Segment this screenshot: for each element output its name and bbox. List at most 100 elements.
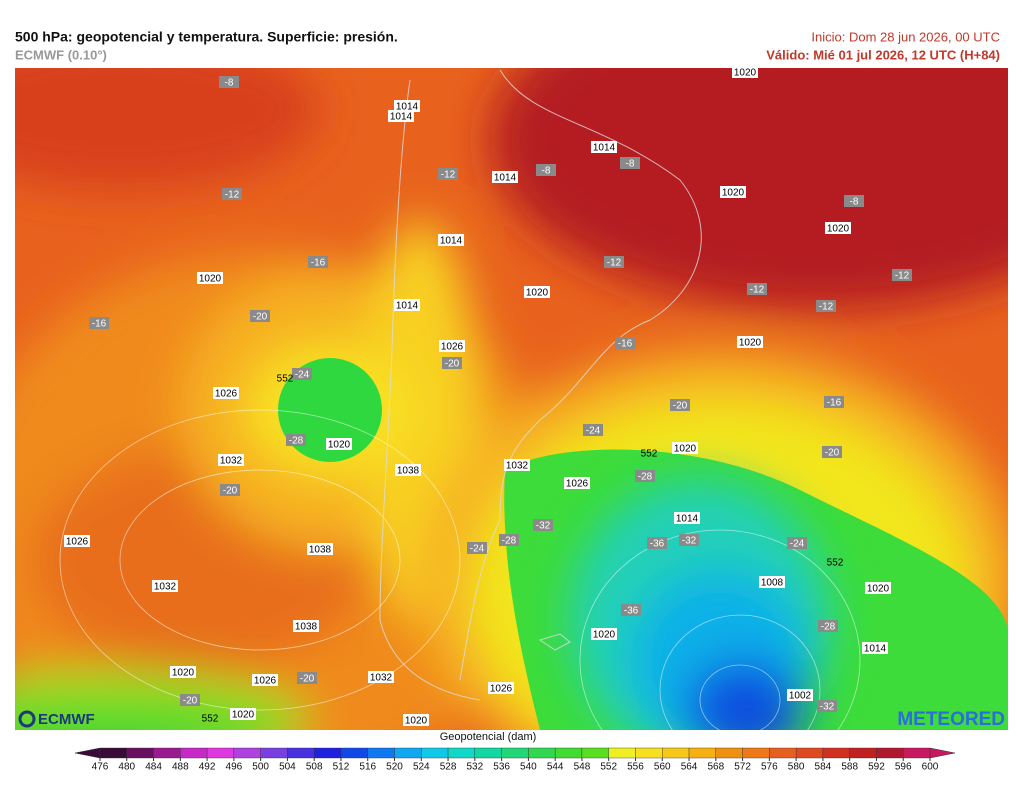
label-box [394, 299, 420, 311]
pressure-label: 1020 [674, 444, 697, 455]
label-box [152, 580, 178, 592]
colorbar-tick-label: 528 [440, 762, 457, 773]
label-box [737, 336, 763, 348]
label-box [394, 100, 420, 112]
label-box [438, 168, 458, 180]
colorbar-swatch [313, 747, 342, 759]
pressure-label: 1014 [494, 173, 517, 184]
colorbar: 476 480 484 488 492 496 500 504 508 512 516 520 524 5… [74, 747, 956, 773]
colorbar-swatch [688, 747, 717, 759]
pressure-label: 1026 [254, 676, 277, 687]
label-box [218, 454, 244, 466]
pressure-label: 1014 [676, 514, 699, 525]
label-box [747, 283, 767, 295]
colorbar-tick-label: 580 [788, 762, 805, 773]
pressure-label: 1032 [154, 582, 177, 593]
label-box [583, 424, 603, 436]
colorbar-tick-label: 576 [761, 762, 778, 773]
pressure-label: 1032 [220, 456, 243, 467]
label-box [817, 700, 837, 712]
pressure-label: 1026 [490, 684, 513, 695]
pressure-label: 1014 [396, 301, 419, 312]
colorbar-tick-label: 544 [547, 762, 564, 773]
temperature-label: -32 [536, 521, 551, 532]
pressure-label: 1020 [199, 274, 222, 285]
colorbar-swatch [153, 747, 181, 759]
pressure-label: 1008 [761, 578, 784, 589]
temperature-label: -20 [223, 486, 238, 497]
temperature-label: -28 [289, 436, 304, 447]
pressure-label: 1020 [722, 188, 745, 199]
pressure-label: 1020 [734, 68, 757, 79]
label-box [533, 519, 553, 531]
height-label: 552 [202, 714, 219, 725]
pressure-label: 1020 [172, 668, 195, 679]
temperature-label: -12 [750, 285, 765, 296]
label-box [818, 620, 838, 632]
label-box [862, 642, 888, 654]
label-box [635, 470, 655, 482]
label-box [672, 442, 698, 454]
temperature-label: -12 [819, 302, 834, 313]
pressure-label: 1032 [370, 673, 393, 684]
colorbar-swatch [99, 747, 127, 759]
temperature-label: -16 [827, 398, 842, 409]
colorbar-tick-label: 584 [815, 762, 832, 773]
temperature-label: -24 [586, 426, 601, 437]
colorbar-tick-label: 484 [145, 762, 162, 773]
colorbar-swatch [876, 747, 904, 759]
colorbar-end [74, 747, 101, 759]
temperature-label: -28 [502, 536, 517, 547]
height-label: 552 [827, 558, 844, 569]
colorbar-swatch [394, 747, 422, 759]
colorbar-swatch [233, 747, 261, 759]
pressure-label: 1020 [739, 338, 762, 349]
label-box [492, 171, 518, 183]
pressure-label: 1038 [309, 545, 332, 556]
label-box [64, 535, 90, 547]
label-box [499, 534, 519, 546]
label-box [197, 272, 223, 284]
colorbar-swatch [528, 747, 556, 759]
logo-left: ECMWF [38, 711, 95, 728]
colorbar-swatch [474, 747, 502, 759]
label-box [467, 542, 487, 554]
temperature-label: -20 [253, 312, 268, 323]
label-box [536, 164, 556, 176]
colorbar-tick-label: 476 [92, 762, 109, 773]
pressure-label: 1020 [526, 288, 549, 299]
temperature-label: -28 [638, 472, 653, 483]
label-box [825, 222, 851, 234]
pressure-label: 1014 [593, 143, 616, 154]
label-box [647, 537, 667, 549]
label-box [822, 446, 842, 458]
temperature-label: -16 [92, 319, 107, 330]
label-box [442, 357, 462, 369]
pressure-label: 1014 [390, 112, 413, 123]
temperature-label: -16 [311, 258, 326, 269]
height-label: 552 [277, 374, 294, 385]
colorbar-tick-label: 568 [707, 762, 724, 773]
pressure-label: 1038 [397, 466, 420, 477]
temperature-label: -20 [825, 448, 840, 459]
label-box [787, 537, 807, 549]
label-box [308, 256, 328, 268]
temperature-label: -8 [225, 78, 234, 89]
colorbar-tick-label: 556 [627, 762, 644, 773]
label-box [219, 76, 239, 88]
colorbar-title: Geopotencial (dam) [440, 731, 537, 743]
colorbar-swatch [126, 747, 154, 759]
temperature-label: -12 [607, 258, 622, 269]
pressure-label: 1014 [440, 236, 463, 247]
pressure-label: 1020 [328, 440, 351, 451]
temperature-label: -12 [225, 190, 240, 201]
colorbar-swatch [340, 747, 368, 759]
colorbar-tick-label: 588 [841, 762, 858, 773]
pressure-label: 1020 [405, 716, 428, 727]
colorbar-swatch [260, 747, 288, 759]
colorbar-swatch [421, 747, 449, 759]
label-box [293, 620, 319, 632]
colorbar-tick-label: 480 [118, 762, 135, 773]
temperature-label: -32 [820, 702, 835, 713]
